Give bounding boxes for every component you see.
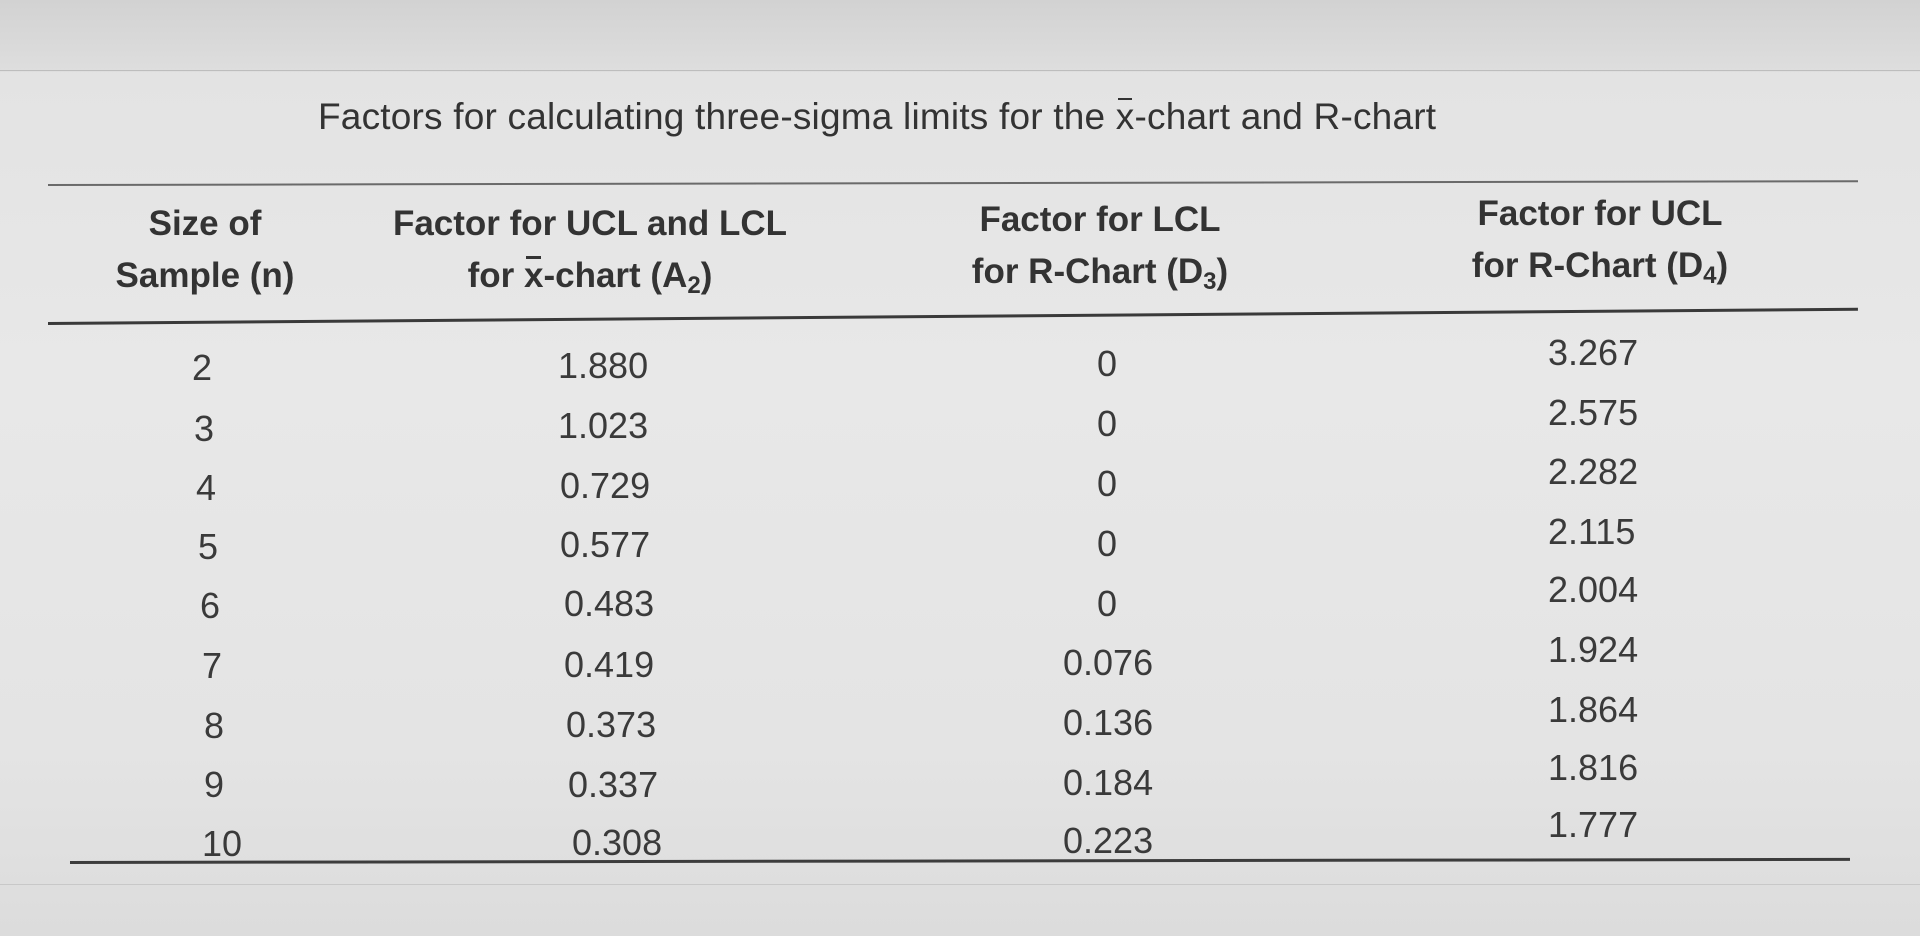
cell-sample-size: 6 — [200, 585, 221, 626]
header-d4-subscript: 4 — [1703, 262, 1717, 289]
header-a2-for: for — [467, 256, 524, 295]
cell-d4: 2.115 — [1548, 511, 1636, 552]
cell-d3: 0 — [1097, 463, 1118, 504]
cell-a2: 1.880 — [558, 345, 649, 386]
header-d3-text: for R-Chart (D — [971, 252, 1204, 291]
header-d3-subscript: 3 — [1203, 268, 1217, 295]
cell-d4: 2.575 — [1548, 392, 1639, 433]
header-a2-chart: -chart (A — [543, 256, 688, 295]
cell-a2: 0.337 — [568, 764, 659, 805]
header-sample-size-line2: Sample (n) — [115, 256, 295, 295]
cell-sample-size: 5 — [198, 526, 219, 567]
caption-text-start: Factors for calculating three-sigma limi… — [318, 96, 1116, 137]
cell-d3: 0 — [1097, 403, 1118, 444]
header-d4-text: for R-Chart (D — [1471, 246, 1704, 285]
cell-d4: 3.267 — [1548, 332, 1639, 373]
header-a2-xbar-symbol: x — [524, 250, 543, 302]
cell-d4: 2.282 — [1548, 451, 1639, 492]
header-a2-line1: Factor for UCL and LCL — [392, 204, 788, 243]
cell-d3: 0.223 — [1063, 820, 1154, 861]
header-d4-close: ) — [1716, 246, 1729, 285]
header-a2-close: ) — [700, 256, 713, 295]
caption-text-end: -chart and R-chart — [1134, 96, 1437, 137]
table-caption: Factors for calculating three-sigma limi… — [318, 96, 1436, 138]
cell-d4: 1.777 — [1548, 804, 1639, 845]
header-d4-line2: for R-Chart (D4) — [1410, 240, 1790, 292]
table-rule-header — [47, 307, 1858, 325]
header-d3-close: ) — [1216, 252, 1229, 291]
cell-d3: 0 — [1097, 523, 1118, 564]
cell-d3: 0 — [1097, 583, 1118, 624]
cell-sample-size: 7 — [202, 645, 223, 686]
cell-d3: 0 — [1097, 343, 1118, 384]
cell-d3: 0.076 — [1063, 642, 1154, 683]
cell-d4: 2.004 — [1548, 569, 1639, 610]
divider-top — [0, 70, 1920, 71]
table-rule-top — [47, 180, 1858, 186]
cell-a2: 0.729 — [560, 465, 651, 506]
caption-xbar-symbol: x — [1115, 96, 1135, 137]
cell-d4: 1.924 — [1548, 629, 1639, 670]
header-d3-factor: Factor for LCL for R-Chart (D3) — [920, 194, 1280, 298]
cell-sample-size: 10 — [202, 823, 243, 864]
cell-sample-size: 8 — [204, 705, 225, 746]
cell-sample-size: 3 — [194, 408, 215, 449]
header-d3-line2: for R-Chart (D3) — [920, 246, 1280, 298]
header-a2-subscript: 2 — [687, 272, 701, 299]
cell-d3: 0.184 — [1063, 762, 1154, 803]
header-sample-size: Size of Sample (n) — [80, 198, 330, 302]
cell-d4: 1.864 — [1548, 689, 1639, 730]
header-d4-line1: Factor for UCL — [1477, 194, 1723, 233]
cell-a2: 0.373 — [566, 704, 657, 745]
header-d4-factor: Factor for UCL for R-Chart (D4) — [1410, 188, 1790, 292]
cell-sample-size: 4 — [196, 467, 217, 508]
cell-a2: 0.308 — [572, 822, 663, 863]
table-rule-bottom — [69, 857, 1850, 864]
cell-a2: 0.419 — [564, 644, 655, 685]
cell-d4: 1.816 — [1548, 747, 1639, 788]
cell-sample-size: 9 — [204, 764, 225, 805]
cell-sample-size: 2 — [192, 347, 213, 388]
header-d3-line1: Factor for LCL — [979, 200, 1221, 239]
header-sample-size-line1: Size of — [148, 204, 262, 243]
header-a2-factor: Factor for UCL and LCL for x-chart (A2) — [330, 198, 850, 302]
background-band — [0, 0, 1920, 72]
cell-a2: 0.577 — [560, 524, 651, 565]
cell-d3: 0.136 — [1063, 702, 1154, 743]
header-a2-line2: for x-chart (A2) — [330, 250, 850, 302]
cell-a2: 0.483 — [564, 583, 655, 624]
divider-bottom — [0, 884, 1920, 885]
cell-a2: 1.023 — [558, 405, 649, 446]
